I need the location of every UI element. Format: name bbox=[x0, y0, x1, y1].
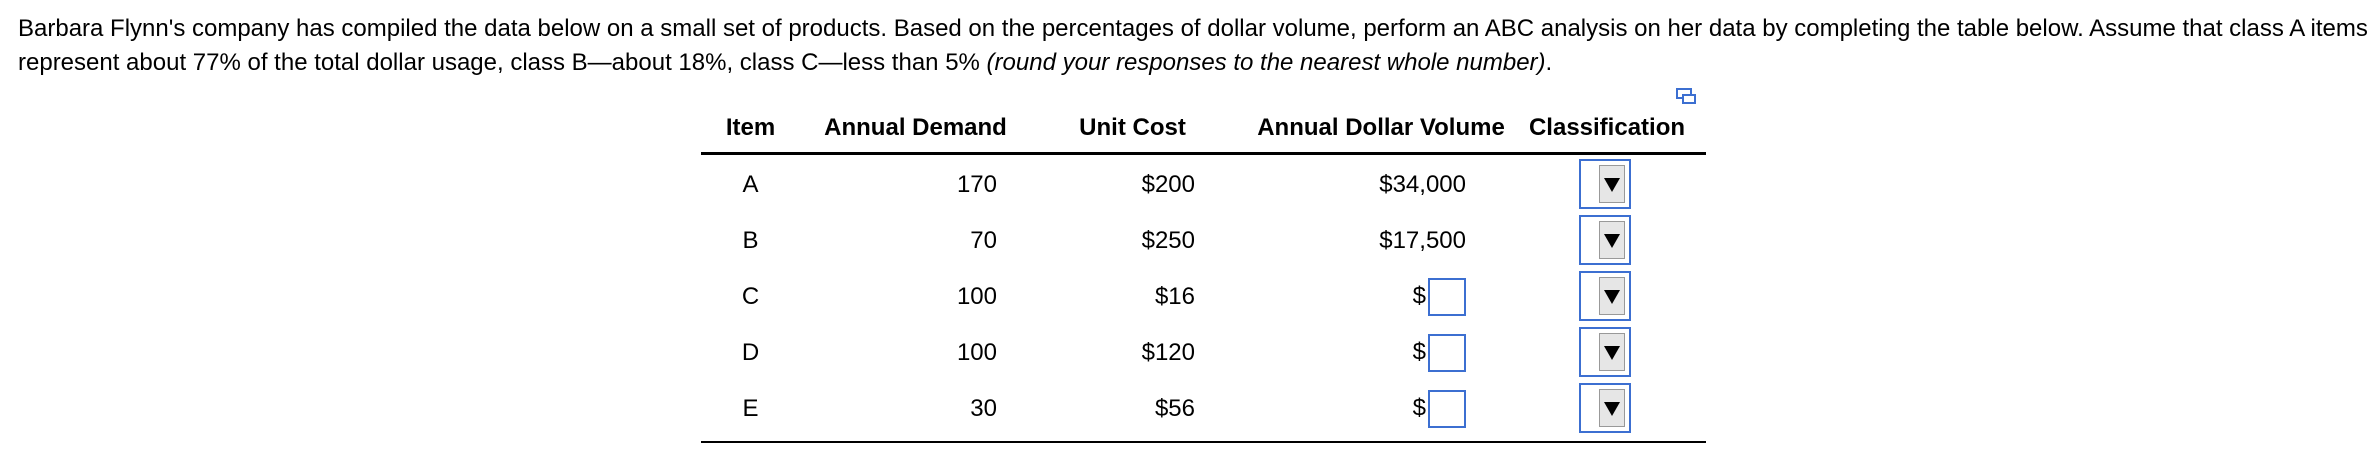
dropdown-arrow bbox=[1604, 290, 1620, 304]
dropdown-arrow bbox=[1604, 402, 1620, 416]
header-row: Item Annual Demand Unit Cost Annual Dollar … bbox=[701, 112, 1706, 155]
dollar-input: $ bbox=[1413, 334, 1466, 372]
cell-text: 170 bbox=[956, 171, 997, 198]
cell-text: 100 bbox=[956, 339, 997, 366]
cell-text: $16 bbox=[1154, 283, 1195, 310]
column-header: Annual Dollar Volume bbox=[1257, 114, 1505, 141]
cell-text: $56 bbox=[1154, 395, 1195, 422]
classification-dropdown[interactable] bbox=[1579, 383, 1631, 433]
currency-sign: $ bbox=[1412, 282, 1426, 310]
text-input[interactable] bbox=[1428, 390, 1466, 428]
cell-text: E bbox=[742, 395, 759, 422]
table-row: C 100 $16 $ bbox=[701, 269, 1706, 325]
prompt: Barbara Flynn's company has compiled the… bbox=[18, 12, 2373, 80]
prompt-end: . bbox=[1545, 49, 1553, 76]
dropdown-button[interactable] bbox=[1599, 389, 1625, 427]
currency-sign: $ bbox=[1412, 394, 1426, 422]
column-header: Annual Demand bbox=[824, 114, 1007, 141]
classification-dropdown[interactable] bbox=[1579, 327, 1631, 377]
dollar-input: $ bbox=[1413, 390, 1466, 428]
dropdown-arrow bbox=[1604, 234, 1620, 248]
cell-text: A bbox=[742, 171, 759, 198]
cell-text: C bbox=[741, 283, 760, 310]
cell-text: D bbox=[741, 339, 760, 366]
currency-sign: $ bbox=[1412, 338, 1426, 366]
dropdown-button[interactable] bbox=[1599, 165, 1625, 203]
table-row: D 100 $120 $ bbox=[701, 325, 1706, 381]
table-row: E 30 $56 $ bbox=[701, 381, 1706, 437]
cell-text: $200 bbox=[1141, 171, 1195, 198]
text-input[interactable] bbox=[1428, 334, 1466, 372]
table-body: A 170 $200 $34,000 B 70 $250 $17,500 C 100 $16 $ D 10… bbox=[701, 155, 1706, 443]
cell-text: $250 bbox=[1141, 227, 1195, 254]
cell-text: 70 bbox=[970, 227, 997, 254]
classification-dropdown[interactable] bbox=[1579, 215, 1631, 265]
prompt-note: (round your responses to the nearest who… bbox=[986, 49, 1546, 76]
column-header: Item bbox=[725, 114, 776, 141]
dropdown-button[interactable] bbox=[1599, 221, 1625, 259]
column-header: Unit Cost bbox=[1079, 114, 1186, 141]
dollar-input: $ bbox=[1413, 278, 1466, 316]
table: Item Annual Demand Unit Cost Annual Dollar … bbox=[701, 112, 1706, 443]
dropdown-button[interactable] bbox=[1599, 277, 1625, 315]
table-row: A 170 $200 $34,000 bbox=[701, 157, 1706, 213]
classification-dropdown[interactable] bbox=[1579, 271, 1631, 321]
cell-text: 30 bbox=[970, 395, 997, 422]
text-input[interactable] bbox=[1428, 278, 1466, 316]
cell-text: 100 bbox=[956, 283, 997, 310]
expand-icon[interactable] bbox=[1676, 88, 1696, 104]
column-header: Classification bbox=[1528, 114, 1686, 141]
dropdown-arrow bbox=[1604, 346, 1620, 360]
cell-text: $34,000 bbox=[1379, 171, 1466, 198]
prompt-text: Barbara Flynn's company has compiled the… bbox=[18, 15, 2368, 76]
table-row: B 70 $250 $17,500 bbox=[701, 213, 1706, 269]
classification-dropdown[interactable] bbox=[1579, 159, 1631, 209]
cell-text: B bbox=[742, 227, 759, 254]
cell-text: $120 bbox=[1141, 339, 1195, 366]
dropdown-button[interactable] bbox=[1599, 333, 1625, 371]
dropdown-arrow bbox=[1604, 178, 1620, 192]
cell-text: $17,500 bbox=[1379, 227, 1466, 254]
